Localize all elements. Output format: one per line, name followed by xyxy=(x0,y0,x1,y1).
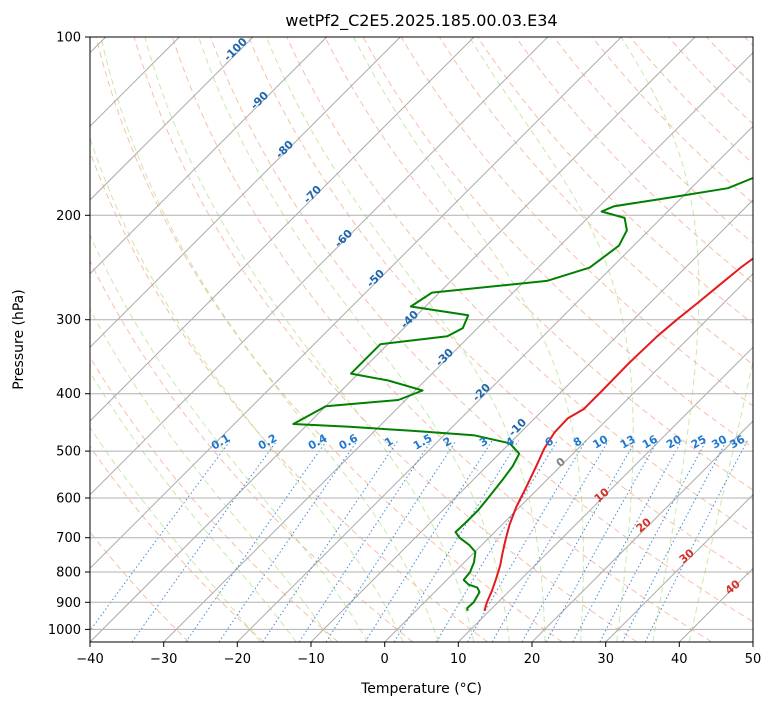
x-tick-label: 50 xyxy=(745,652,762,667)
isotherm-line xyxy=(90,37,328,275)
isotherm-line xyxy=(384,272,753,642)
moist-adiabat xyxy=(90,233,369,642)
moist-adiabat xyxy=(90,308,333,642)
mixing-ratio-line xyxy=(393,440,520,642)
dry-adiabat xyxy=(90,356,339,642)
dry-adiabat xyxy=(90,445,264,642)
x-tick-label: 30 xyxy=(597,652,614,667)
moist-adiabat xyxy=(90,371,297,642)
isotherm-line xyxy=(90,37,475,422)
y-tick-label: 500 xyxy=(56,445,81,460)
dry-adiabat xyxy=(209,37,753,623)
pressure-gridlines xyxy=(90,37,753,630)
y-tick-label: 100 xyxy=(56,31,81,46)
dry-adiabat xyxy=(133,37,638,642)
dry-adiabat xyxy=(95,37,563,642)
x-tick-label: 10 xyxy=(450,652,467,667)
mixing-ratio-line xyxy=(364,440,493,642)
isotherm-line xyxy=(90,37,622,570)
isotherm-line xyxy=(531,420,753,642)
mixing-ratio-line xyxy=(545,440,659,642)
isotherm-line xyxy=(90,37,549,496)
isotherm-line xyxy=(605,493,753,642)
x-tick-label: 0 xyxy=(381,652,389,667)
x-tick-label: −10 xyxy=(297,652,324,667)
x-tick-label: −40 xyxy=(76,652,103,667)
isotherm-line xyxy=(90,37,696,642)
mixing-ratio-line xyxy=(644,440,748,642)
y-tick-label: 600 xyxy=(56,492,81,507)
y-axis-ticks: 1000 900 800 700 600 500 400 300 200 100 xyxy=(48,31,90,638)
moist-adiabat xyxy=(620,37,700,642)
y-tick-label: 800 xyxy=(56,566,81,581)
profile-series xyxy=(292,176,753,612)
temperature-profile-line xyxy=(483,257,753,612)
y-tick-label: 1000 xyxy=(48,623,81,638)
y-tick-label: 300 xyxy=(56,313,81,328)
moist-adiabat xyxy=(90,136,404,642)
x-tick-label: 20 xyxy=(524,652,541,667)
mixing-ratio-line xyxy=(90,440,231,632)
y-tick-label: 700 xyxy=(56,531,81,546)
x-axis-title: Temperature (°C) xyxy=(360,681,482,697)
dry-adiabat xyxy=(248,37,753,578)
y-tick-label: 900 xyxy=(56,596,81,611)
x-axis-ticks: −40 −30 −20 −10 0 10 20 30 40 50 xyxy=(76,642,761,667)
skewed-isotherms xyxy=(90,37,753,642)
mixing-ratio-line xyxy=(325,440,457,642)
moist-adiabat xyxy=(198,37,510,642)
y-tick-label: 200 xyxy=(56,209,81,224)
dry-adiabat xyxy=(90,150,488,642)
plot-area: -100-90-80-70-60-50-40-30-20-100.1 0.2 0.4… xyxy=(90,37,753,642)
isotherm-line xyxy=(236,125,753,642)
chart-title: wetPf2_C2E5.2025.185.00.03.E34 xyxy=(285,11,557,31)
moist-adiabat xyxy=(100,37,439,642)
dry-adiabat xyxy=(362,37,753,449)
mixing-ratio-line xyxy=(491,440,609,642)
moist-adiabat xyxy=(688,358,753,642)
moist-adiabats xyxy=(90,37,753,642)
plot-frame xyxy=(89,36,754,643)
mixing-ratio-lines xyxy=(90,440,748,642)
isotherm-line xyxy=(163,51,753,642)
mixing-ratio-line xyxy=(572,440,683,642)
dry-adiabat xyxy=(286,37,753,534)
dry-adiabat xyxy=(400,37,753,407)
isotherm-line xyxy=(90,37,254,201)
x-tick-label: 40 xyxy=(671,652,688,667)
mixing-ratio-line xyxy=(262,440,399,642)
x-tick-label: −20 xyxy=(224,652,251,667)
mixing-ratio-line xyxy=(435,440,558,642)
mixing-ratio-line xyxy=(131,440,278,642)
moist-adiabat xyxy=(90,426,261,642)
moist-adiabat xyxy=(265,37,546,642)
mixing-ratio-line xyxy=(185,440,328,642)
isotherm-line xyxy=(310,199,753,642)
y-tick-label: 400 xyxy=(56,387,81,402)
dewpoint-profile-line xyxy=(292,176,753,611)
mixing-ratio-line xyxy=(298,440,432,642)
x-tick-label: −30 xyxy=(150,652,177,667)
isotherm-line xyxy=(457,346,753,642)
dry-adiabat xyxy=(171,37,712,642)
dry-adiabat xyxy=(438,37,753,366)
moist-adiabat xyxy=(144,37,475,642)
moist-adiabat xyxy=(353,37,584,642)
mixing-ratio-line xyxy=(467,440,587,642)
dry-adiabat xyxy=(324,37,753,491)
y-axis-title: Pressure (hPa) xyxy=(11,289,27,389)
mixing-ratio-line xyxy=(521,440,637,642)
isotherm-line xyxy=(90,37,401,349)
